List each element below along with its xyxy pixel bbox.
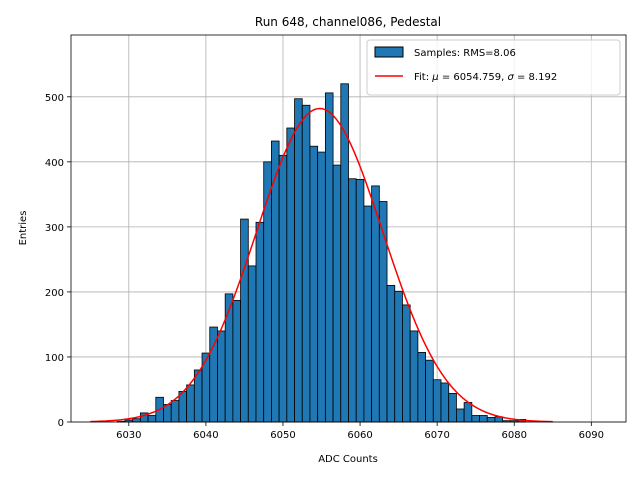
legend-fit-label: Fit: μ = 6054.759, σ = 8.192 <box>414 72 557 83</box>
y-tick-label: 300 <box>45 223 64 234</box>
histogram-bars <box>116 83 527 423</box>
histogram-bar <box>324 92 334 423</box>
histogram-bar <box>409 330 419 423</box>
histogram-bar <box>317 151 326 423</box>
histogram-bar <box>186 384 195 423</box>
x-tick-label: 6090 <box>579 430 604 441</box>
gaussian-fit-curve <box>90 107 553 423</box>
histogram-bar <box>402 304 411 423</box>
histogram-bar <box>340 83 349 423</box>
x-tick-label: 6060 <box>347 430 372 441</box>
histogram-bar <box>224 293 234 423</box>
histogram-bar <box>425 359 434 423</box>
x-tick-label: 6070 <box>424 430 449 441</box>
histogram-bar <box>332 164 342 423</box>
x-tick-label: 6080 <box>502 430 527 441</box>
y-axis-label: Entries <box>18 211 29 246</box>
histogram-bar <box>355 178 365 423</box>
histogram-bar <box>278 154 288 423</box>
histogram-bar <box>178 391 188 423</box>
histogram-bar <box>247 265 257 423</box>
histogram-bar <box>371 185 380 423</box>
histogram-bar <box>417 352 426 423</box>
x-tick-label: 6050 <box>270 430 295 441</box>
histogram-bar <box>294 98 303 423</box>
histogram-bar <box>348 178 357 423</box>
legend-histogram-label: Samples: RMS=8.06 <box>414 48 516 59</box>
legend: Samples: RMS=8.06 Fit: μ = 6054.759, σ =… <box>366 39 621 96</box>
histogram-bar <box>394 290 403 423</box>
histogram-bar <box>486 417 496 423</box>
histogram-bar <box>217 330 226 423</box>
x-tick-label: 6040 <box>193 430 218 441</box>
histogram-bar <box>286 127 295 423</box>
x-axis-ticks: 6030 6040 6050 6060 6070 6080 6090 <box>116 422 604 441</box>
x-tick-label: 6030 <box>116 430 141 441</box>
chart-title: Run 648, channel086, Pedestal <box>255 15 441 29</box>
y-tick-label: 100 <box>45 353 64 364</box>
plot-frame <box>70 34 627 423</box>
histogram-bar <box>386 285 396 423</box>
histogram-bar <box>147 415 157 423</box>
histogram-bar <box>132 418 141 423</box>
histogram-bar <box>463 402 473 423</box>
y-tick-label: 400 <box>45 158 64 169</box>
histogram-bar <box>471 415 480 423</box>
histogram-bar <box>448 392 457 423</box>
y-tick-label: 0 <box>58 418 64 429</box>
histogram-bar <box>432 379 442 423</box>
histogram-bar <box>440 382 450 423</box>
histogram-bar <box>301 104 311 423</box>
histogram-bar <box>479 415 488 423</box>
histogram-bar <box>232 299 241 423</box>
y-axis-ticks: 0 100 200 300 400 500 <box>45 93 71 429</box>
histogram-bar <box>363 205 373 423</box>
y-tick-label: 200 <box>45 288 64 299</box>
histogram-bar <box>240 218 249 423</box>
histogram-bar <box>456 408 465 423</box>
x-axis-label: ADC Counts <box>318 454 378 465</box>
legend-box <box>366 39 621 96</box>
histogram-bar <box>170 400 180 423</box>
histogram-bar <box>309 145 319 423</box>
y-tick-label: 500 <box>45 93 64 104</box>
histogram-bar <box>255 221 265 423</box>
legend-histogram-swatch <box>374 46 404 58</box>
